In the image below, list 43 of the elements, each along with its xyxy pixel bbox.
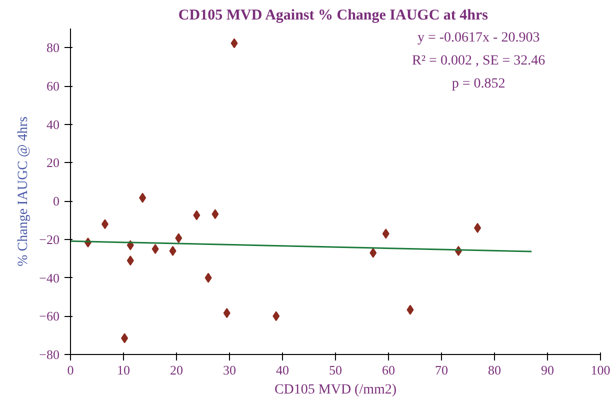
y-tick-label: −60 <box>39 308 60 324</box>
point <box>212 209 219 220</box>
point <box>126 256 134 266</box>
point <box>474 222 482 233</box>
y-tick-label: 0 <box>53 194 60 209</box>
point <box>175 233 182 244</box>
point <box>152 244 159 254</box>
point <box>139 192 146 203</box>
point <box>169 246 176 256</box>
point <box>382 228 390 239</box>
point <box>121 333 128 344</box>
point <box>370 248 377 258</box>
y-tick-label: 80 <box>46 40 60 56</box>
point <box>223 308 230 318</box>
annotation: p = 0.852 <box>452 76 506 92</box>
x-tick-label: 20 <box>170 362 183 378</box>
x-tick-label: 90 <box>541 362 554 378</box>
y-tick-label: 40 <box>46 116 60 132</box>
x-tick-label: 50 <box>329 362 342 378</box>
point <box>230 38 238 48</box>
x-tick-label: 0 <box>67 362 74 378</box>
y-tick-label: 20 <box>46 155 60 170</box>
point <box>406 304 414 315</box>
x-tick-label: 60 <box>382 362 395 378</box>
point <box>193 210 200 220</box>
point <box>101 219 108 230</box>
x-axis-title: CD105 MVD (/mm2) <box>274 382 397 398</box>
y-tick-label: −40 <box>39 270 60 286</box>
x-tick-label: 10 <box>117 362 130 378</box>
x-tick-label: 80 <box>488 362 501 378</box>
point <box>204 272 212 283</box>
annotation: R² = 0.002 , SE = 32.46 <box>412 54 546 69</box>
y-tick-label: −80 <box>39 347 60 362</box>
x-tick-label: 30 <box>223 362 236 378</box>
x-tick-label: 40 <box>276 362 289 378</box>
point <box>272 311 280 322</box>
y-axis-title: % Change IAUGC @ 4hrs <box>16 116 32 266</box>
annotation: y = -0.0617x - 20.903 <box>417 30 540 46</box>
x-tick-label: 70 <box>435 362 448 378</box>
y-tick-label: −20 <box>39 232 60 247</box>
x-tick-label: 100 <box>590 362 610 378</box>
chart-title: CD105 MVD Against % Change IAUGC at 4hrs <box>178 8 488 24</box>
y-tick-label: 60 <box>46 78 60 94</box>
